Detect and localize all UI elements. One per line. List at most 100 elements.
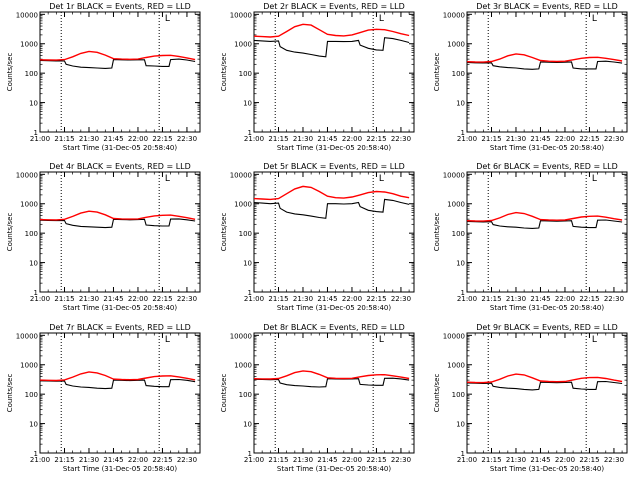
x-axis-label: Start Time (31-Dec-05 20:58:40) (63, 304, 177, 312)
x-tick-label: 21:00 (457, 135, 477, 143)
x-tick-label: 21:15 (54, 135, 74, 143)
x-axis-label: Start Time (31-Dec-05 20:58:40) (277, 304, 391, 312)
y-tick-label: 100 (25, 230, 38, 238)
x-tick-label: 22:00 (128, 135, 148, 143)
lld-series-line (466, 373, 623, 384)
y-tick-label: 100 (452, 230, 465, 238)
panel-title: Det 8r BLACK = Events, RED = LLD (263, 323, 405, 332)
x-axis-label: Start Time (31-Dec-05 20:58:40) (277, 144, 391, 152)
y-tick-label: 1000 (20, 201, 38, 209)
lld-series-line (39, 371, 196, 382)
x-tick-label: 21:45 (530, 295, 550, 303)
x-tick-label: 21:30 (79, 295, 99, 303)
x-tick-label: 22:30 (391, 135, 411, 143)
y-tick-label: 100 (239, 391, 252, 399)
y-tick-label: 1 (461, 289, 465, 297)
x-tick-label: 21:00 (244, 456, 264, 464)
x-tick-label: 21:00 (30, 295, 50, 303)
x-tick-label: 21:15 (481, 135, 501, 143)
y-tick-label: 10000 (443, 171, 465, 179)
y-tick-label: 10 (243, 260, 252, 268)
events-series-line (39, 58, 196, 69)
lld-series-line (253, 370, 410, 380)
plot-frame (253, 11, 415, 133)
y-axis-label: Counts/sec (433, 53, 441, 92)
x-tick-label: 21:30 (293, 135, 313, 143)
detector-panel: Det 8r BLACK = Events, RED = LLD 1 10 100 10… (220, 323, 415, 473)
marker-label: L (165, 335, 170, 345)
panel-title: Det 4r BLACK = Events, RED = LLD (49, 162, 191, 171)
y-tick-label: 10000 (443, 11, 465, 19)
y-tick-label: 100 (25, 70, 38, 78)
x-tick-label: 21:45 (317, 456, 337, 464)
x-tick-label: 22:15 (366, 456, 386, 464)
lld-series-line (466, 53, 623, 63)
x-tick-label: 21:30 (506, 135, 526, 143)
x-tick-label: 21:15 (268, 135, 288, 143)
y-axis-label: Counts/sec (433, 374, 441, 413)
detector-panel: Det 1r BLACK = Events, RED = LLD 1 10 100 10… (6, 2, 201, 152)
y-tick-label: 100 (452, 70, 465, 78)
y-tick-label: 1000 (447, 41, 465, 49)
marker-label: L (592, 335, 597, 345)
detector-panel: Det 2r BLACK = Events, RED = LLD 1 10 100 10… (220, 2, 415, 152)
y-tick-label: 100 (239, 230, 252, 238)
x-tick-label: 22:15 (366, 295, 386, 303)
x-tick-label: 22:00 (128, 295, 148, 303)
y-tick-label: 1000 (234, 201, 252, 209)
x-tick-label: 22:30 (604, 456, 624, 464)
y-axis-label: Counts/sec (6, 53, 14, 92)
lld-series-line (253, 23, 410, 38)
detector-panel: Det 6r BLACK = Events, RED = LLD 1 10 100 10… (433, 162, 628, 312)
y-tick-label: 1000 (447, 362, 465, 370)
lld-series-line (39, 50, 196, 61)
y-tick-label: 1000 (20, 41, 38, 49)
lld-series-line (466, 211, 623, 222)
marker-label: L (379, 174, 384, 184)
x-tick-label: 21:00 (244, 135, 264, 143)
x-tick-label: 21:30 (293, 456, 313, 464)
y-tick-label: 100 (452, 391, 465, 399)
y-tick-label: 10000 (16, 332, 38, 340)
x-tick-label: 21:15 (268, 456, 288, 464)
y-tick-label: 10 (456, 100, 465, 108)
marker-label: L (165, 174, 170, 184)
x-axis-label: Start Time (31-Dec-05 20:58:40) (63, 465, 177, 473)
x-tick-label: 22:00 (342, 135, 362, 143)
y-axis-label: Counts/sec (6, 374, 14, 413)
x-tick-label: 21:45 (103, 295, 123, 303)
x-tick-label: 21:00 (457, 456, 477, 464)
plot-frame (253, 332, 415, 454)
y-tick-label: 1 (461, 450, 465, 458)
x-tick-label: 21:30 (293, 295, 313, 303)
x-axis-label: Start Time (31-Dec-05 20:58:40) (277, 465, 391, 473)
events-series-line (466, 380, 623, 391)
detector-panel: Det 5r BLACK = Events, RED = LLD 1 10 100 10… (220, 162, 415, 312)
marker-label: L (592, 14, 597, 24)
y-tick-label: 100 (25, 391, 38, 399)
x-tick-label: 21:45 (103, 135, 123, 143)
x-tick-label: 22:15 (579, 456, 599, 464)
x-tick-label: 22:30 (177, 135, 197, 143)
y-tick-label: 1 (34, 129, 38, 137)
y-tick-label: 10 (29, 100, 38, 108)
x-tick-label: 21:45 (317, 295, 337, 303)
x-tick-label: 21:45 (530, 456, 550, 464)
lld-series-line (39, 210, 196, 221)
x-tick-label: 22:15 (579, 135, 599, 143)
x-tick-label: 22:15 (366, 135, 386, 143)
x-axis-label: Start Time (31-Dec-05 20:58:40) (63, 144, 177, 152)
x-tick-label: 21:15 (481, 456, 501, 464)
x-tick-label: 21:45 (317, 135, 337, 143)
x-tick-label: 22:00 (555, 295, 575, 303)
y-axis-label: Counts/sec (220, 213, 228, 252)
marker-label: L (592, 174, 597, 184)
y-tick-label: 10 (243, 421, 252, 429)
y-tick-label: 1 (461, 129, 465, 137)
plot-frame (39, 11, 201, 133)
x-axis-label: Start Time (31-Dec-05 20:58:40) (490, 304, 604, 312)
events-series-line (253, 198, 410, 219)
x-tick-label: 22:00 (342, 456, 362, 464)
detector-panel: Det 9r BLACK = Events, RED = LLD 1 10 100 10… (433, 323, 628, 473)
